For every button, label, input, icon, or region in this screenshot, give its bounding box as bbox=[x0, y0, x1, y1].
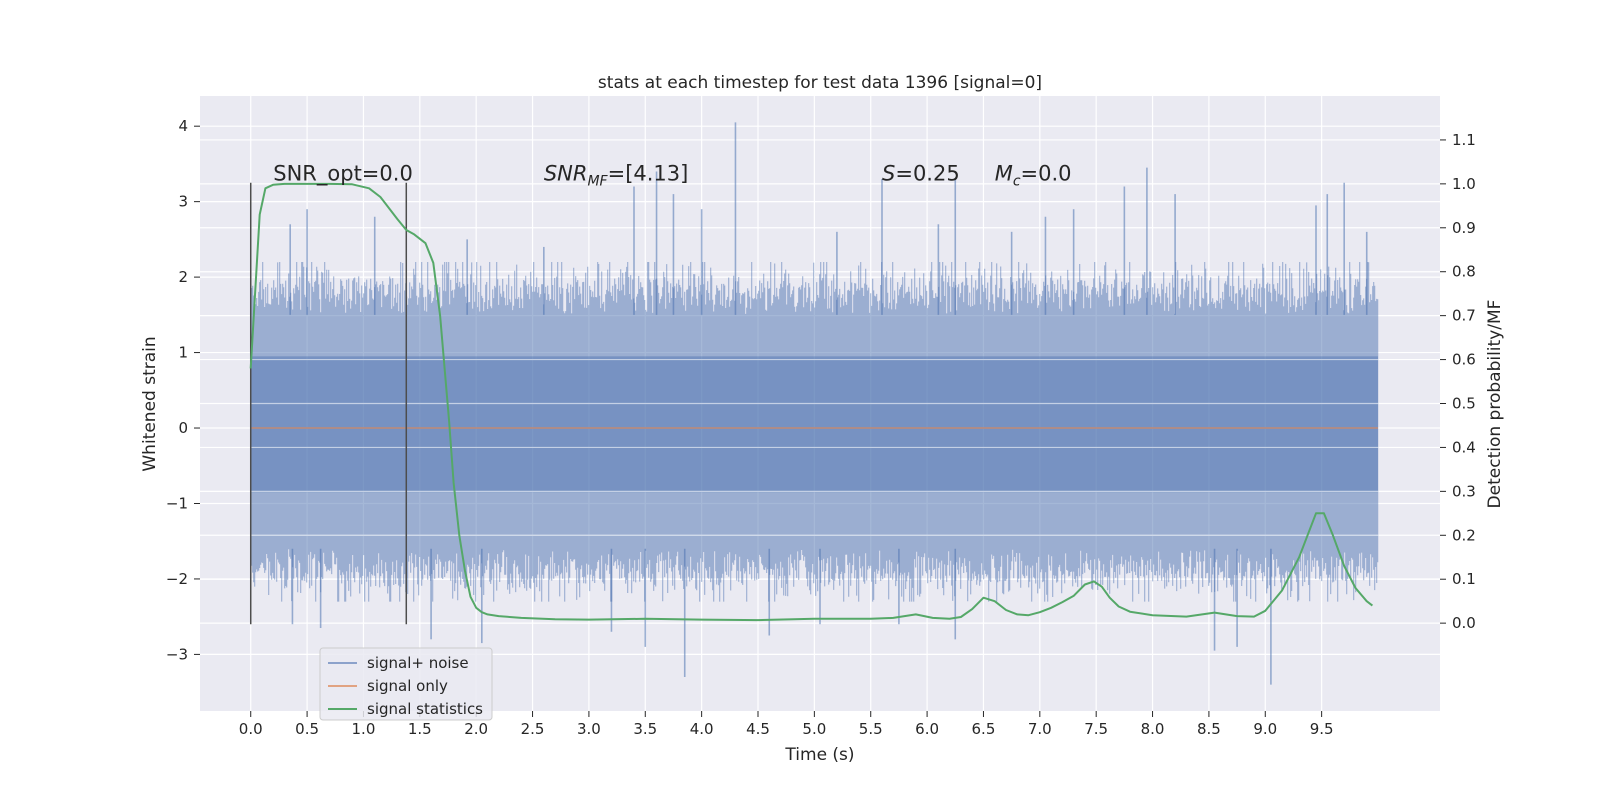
x-tick-label-0: 0.0 bbox=[239, 720, 263, 738]
annotation-snr-mf-value: =[4.13] bbox=[608, 162, 689, 186]
y-tick-label-1: −2 bbox=[166, 570, 188, 588]
y2-tick-label-2: 0.2 bbox=[1452, 526, 1476, 544]
vertical-markers bbox=[249, 182, 408, 625]
y2-tick-label-10: 1.0 bbox=[1452, 175, 1476, 193]
x-tick-label-9: 4.5 bbox=[746, 720, 770, 738]
legend-label-signal-statistics: signal statistics bbox=[367, 700, 483, 718]
y2-axis-label: Detection probability/MF bbox=[1485, 300, 1505, 509]
y-tick-label-3: 0 bbox=[178, 419, 188, 437]
x-tick-label-11: 5.5 bbox=[859, 720, 883, 738]
annotations: SNR_opt=0.0 SNRMF=[4.13] S=0.25 Mc=0.0 bbox=[273, 162, 1071, 190]
annotation-snr-mf-sub: MF bbox=[587, 174, 608, 190]
legend-label-signal-plus-noise: signal+ noise bbox=[367, 654, 469, 672]
annotation-snr-opt: SNR_opt=0.0 bbox=[273, 162, 413, 187]
y2-tick-label-8: 0.8 bbox=[1452, 263, 1476, 281]
x-tick-label-15: 7.5 bbox=[1084, 720, 1108, 738]
y-tick-label-5: 2 bbox=[178, 268, 188, 286]
y2-axis-ticks: 0.0 0.1 0.2 0.3 0.4 0.5 0.6 0.7 0.8 0.9 1.0 1.1 bbox=[1440, 131, 1476, 632]
y2-tick-label-11: 1.1 bbox=[1452, 131, 1476, 149]
x-tick-label-19: 9.5 bbox=[1310, 720, 1334, 738]
y2-tick-label-0: 0.0 bbox=[1452, 614, 1476, 632]
signal-plus-noise-series bbox=[250, 122, 1379, 685]
x-tick-label-10: 5.0 bbox=[802, 720, 826, 738]
y-axis-ticks: −3 −2 −1 0 1 2 3 4 bbox=[166, 117, 200, 663]
y-tick-label-6: 3 bbox=[178, 193, 188, 211]
x-tick-label-7: 3.5 bbox=[633, 720, 657, 738]
x-tick-label-4: 2.0 bbox=[464, 720, 488, 738]
x-tick-label-14: 7.0 bbox=[1028, 720, 1052, 738]
x-tick-label-17: 8.5 bbox=[1197, 720, 1221, 738]
chart-title: stats at each timestep for test data 139… bbox=[598, 73, 1042, 93]
x-tick-label-2: 1.0 bbox=[352, 720, 376, 738]
annotation-mc-math: M bbox=[995, 162, 1013, 186]
x-axis-ticks: 0.0 0.5 1.0 1.5 2.0 2.5 3.0 3.5 4.0 4.5 5.0 5.5 6.0 6… bbox=[239, 711, 1334, 738]
x-tick-label-13: 6.5 bbox=[972, 720, 996, 738]
annotation-s-math: S bbox=[882, 162, 895, 186]
y2-tick-label-5: 0.5 bbox=[1452, 395, 1476, 413]
y2-tick-label-4: 0.4 bbox=[1452, 438, 1476, 456]
x-tick-label-12: 6.0 bbox=[915, 720, 939, 738]
x-tick-label-5: 2.5 bbox=[521, 720, 545, 738]
noise-core bbox=[250, 356, 1378, 493]
x-tick-label-18: 9.0 bbox=[1253, 720, 1277, 738]
annotation-snr-mf: SNRMF=[4.13] bbox=[544, 162, 689, 190]
x-axis-label: Time (s) bbox=[784, 745, 854, 765]
legend: signal+ noise signal only signal statist… bbox=[319, 647, 493, 721]
plot-area: SNR_opt=0.0 SNRMF=[4.13] S=0.25 Mc=0.0 bbox=[200, 96, 1440, 711]
legend-label-signal-only: signal only bbox=[367, 677, 448, 695]
y-tick-label-7: 4 bbox=[178, 117, 188, 135]
x-tick-label-8: 4.0 bbox=[690, 720, 714, 738]
y-axis-label: Whitened strain bbox=[140, 336, 160, 471]
y2-tick-label-1: 0.1 bbox=[1452, 570, 1476, 588]
y2-tick-label-3: 0.3 bbox=[1452, 482, 1476, 500]
annotation-mc-sub: c bbox=[1013, 174, 1021, 190]
y-tick-label-4: 1 bbox=[178, 344, 188, 362]
x-tick-label-3: 1.5 bbox=[408, 720, 432, 738]
signal-statistics-line bbox=[249, 182, 1374, 622]
signal-statistics-series bbox=[249, 182, 1374, 622]
x-tick-label-1: 0.5 bbox=[295, 720, 319, 738]
annotation-mc: Mc=0.0 bbox=[995, 162, 1072, 190]
legend-box bbox=[319, 647, 493, 721]
annotation-mc-value: =0.0 bbox=[1021, 162, 1072, 186]
y-tick-label-2: −1 bbox=[166, 494, 188, 512]
y-tick-label-0: −3 bbox=[166, 645, 188, 663]
annotation-s: S=0.25 bbox=[882, 162, 960, 186]
annotation-snr-mf-math: SNR bbox=[544, 162, 588, 186]
y2-tick-label-9: 0.9 bbox=[1452, 219, 1476, 237]
x-tick-label-6: 3.0 bbox=[577, 720, 601, 738]
annotation-s-value: =0.25 bbox=[895, 162, 959, 186]
y2-tick-label-6: 0.6 bbox=[1452, 351, 1476, 369]
y2-tick-label-7: 0.7 bbox=[1452, 307, 1476, 325]
x-tick-label-16: 8.0 bbox=[1141, 720, 1165, 738]
